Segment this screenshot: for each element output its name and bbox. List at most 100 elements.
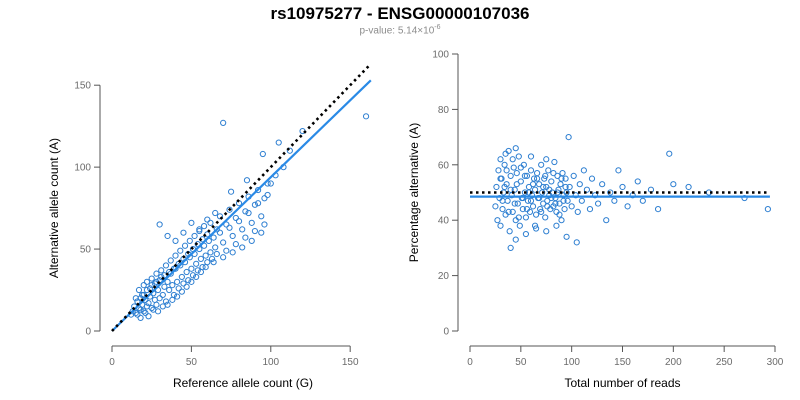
data-point	[552, 200, 559, 207]
data-point	[140, 308, 147, 315]
data-point	[670, 181, 677, 188]
data-point	[185, 277, 192, 284]
data-point	[542, 172, 549, 179]
data-point	[517, 178, 524, 185]
data-point	[560, 197, 567, 204]
data-point	[536, 181, 543, 188]
data-point	[517, 164, 524, 171]
data-point	[259, 150, 266, 158]
data-point	[362, 113, 370, 120]
data-point	[254, 186, 262, 194]
data-point	[183, 283, 190, 290]
data-point	[506, 228, 513, 235]
data-point	[501, 183, 508, 191]
data-point	[541, 175, 548, 182]
y-axis-title: Percentage alternative (A)	[407, 123, 421, 262]
data-point	[261, 195, 268, 202]
data-point	[492, 203, 499, 210]
data-point	[196, 226, 203, 233]
x-axis-title: Reference allele count (G)	[173, 376, 313, 390]
data-point	[242, 208, 249, 215]
data-point	[551, 158, 558, 166]
data-point	[166, 286, 173, 294]
data-point	[576, 181, 583, 188]
data-point	[527, 153, 535, 160]
data-point	[558, 217, 565, 224]
data-point	[254, 200, 262, 207]
allele-count-scatter-panel: 0 50 100 150 0 50 100 150 Reference allele count…	[47, 62, 372, 390]
p-value-text: p-value: 5.14×10	[359, 25, 435, 37]
data-point	[207, 219, 214, 226]
chart-title: rs10975277 - ENSG00000107036	[270, 4, 530, 23]
percentage-alternative-scatter-panel: 0 20 40 60 80 100 0 50 100 150 200 250 300 Total numb…	[407, 50, 784, 391]
data-point	[180, 229, 187, 236]
data-point	[574, 208, 581, 215]
data-point	[559, 170, 566, 177]
data-point	[534, 170, 541, 177]
data-point	[174, 278, 181, 285]
data-point	[505, 208, 512, 215]
data-point	[666, 150, 673, 157]
data-point	[169, 282, 176, 289]
x-tick-label: 100	[262, 357, 279, 368]
data-point	[534, 175, 541, 182]
y-tick-label: 100	[74, 163, 91, 174]
data-point	[154, 308, 162, 315]
x-tick-label: 250	[716, 357, 733, 368]
data-point	[178, 273, 185, 281]
data-point	[556, 200, 563, 207]
data-point	[226, 224, 233, 231]
data-point	[193, 273, 200, 281]
data-point	[595, 200, 602, 207]
data-point	[548, 194, 555, 202]
data-point	[239, 226, 246, 233]
data-point	[654, 206, 662, 213]
data-point	[159, 291, 166, 299]
data-point	[554, 172, 561, 179]
data-point	[580, 167, 587, 174]
data-point	[134, 311, 141, 318]
data-point	[223, 221, 230, 228]
data-point	[226, 206, 233, 213]
data-point	[235, 218, 243, 225]
data-point	[162, 262, 170, 269]
y-tick-label: 20	[438, 271, 450, 282]
data-point	[530, 175, 538, 182]
data-point	[504, 197, 511, 204]
x-axis-title: Total number of reads	[564, 376, 680, 390]
data-point	[507, 244, 514, 251]
data-point	[521, 189, 529, 196]
data-point	[494, 217, 501, 224]
data-point	[135, 286, 143, 294]
y-tick-label: 60	[438, 160, 450, 171]
data-point	[139, 291, 146, 299]
reference-line	[111, 62, 372, 332]
data-point	[229, 249, 236, 256]
data-point	[208, 255, 216, 262]
data-point	[515, 214, 522, 221]
x-tick-label: 50	[515, 357, 527, 368]
y-tick-label: 0	[443, 327, 449, 338]
data-point	[553, 222, 560, 229]
data-point	[258, 229, 265, 236]
data-point	[586, 206, 594, 213]
data-point	[210, 259, 217, 266]
data-point	[186, 237, 193, 244]
data-point	[764, 206, 771, 213]
data-point	[611, 197, 618, 204]
data-point	[248, 237, 255, 244]
data-point	[512, 236, 519, 243]
data-point	[197, 255, 205, 262]
data-point	[685, 183, 692, 191]
data-point	[213, 226, 220, 233]
data-point	[172, 237, 179, 244]
data-point	[522, 230, 530, 238]
data-point	[148, 282, 155, 289]
data-point	[267, 180, 274, 187]
data-point	[220, 239, 227, 246]
data-point	[741, 194, 748, 202]
data-point	[169, 296, 176, 303]
data-point	[223, 247, 230, 254]
data-point	[251, 227, 259, 235]
data-point	[191, 232, 198, 240]
